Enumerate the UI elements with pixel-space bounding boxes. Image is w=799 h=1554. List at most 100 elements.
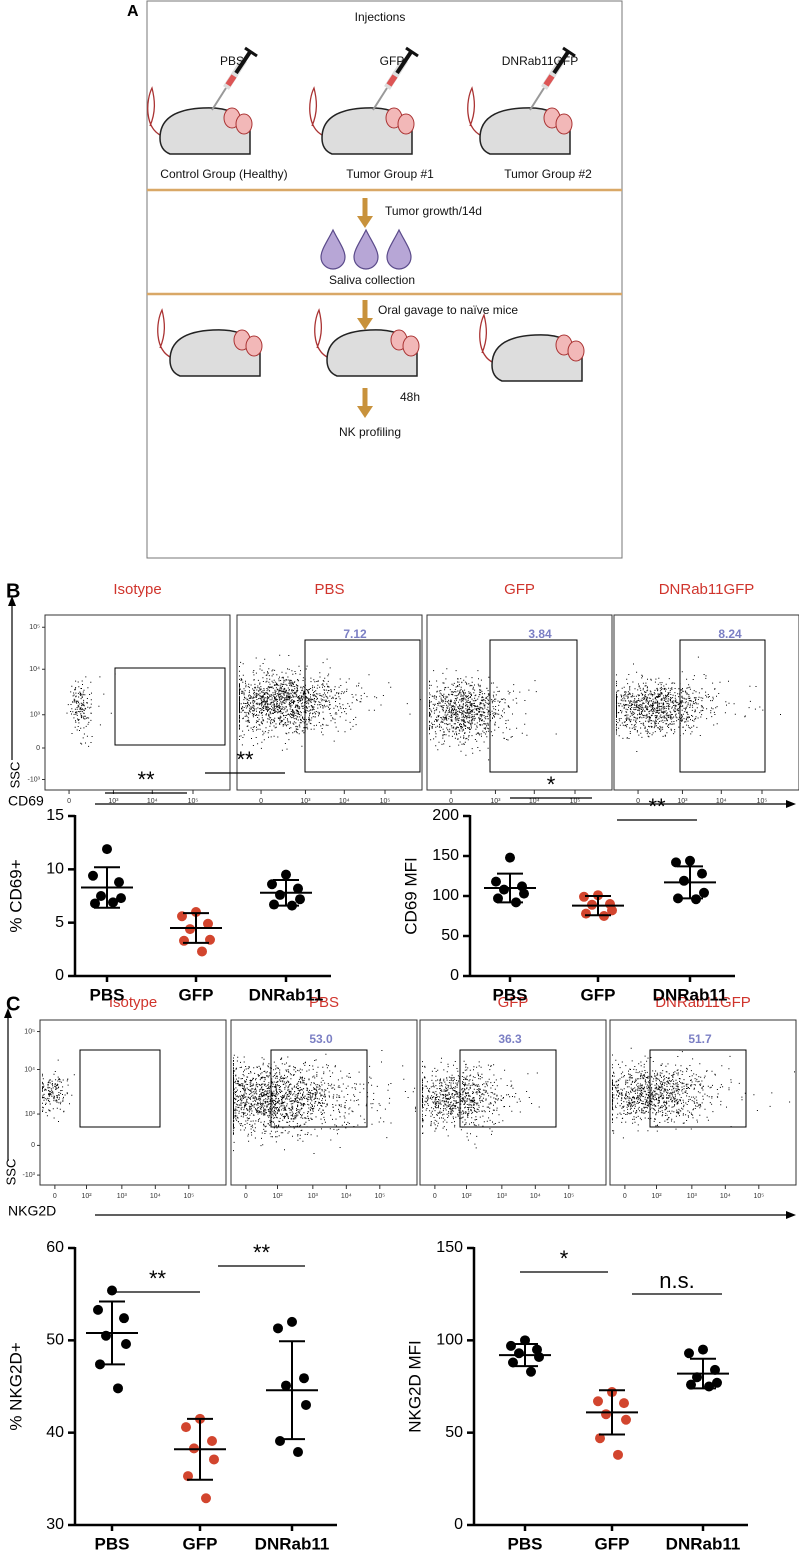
step-label: Oral gavage to naïve mice [378, 303, 518, 317]
data-point [113, 1383, 123, 1394]
data-point [281, 869, 291, 880]
data-point [619, 1398, 629, 1409]
saliva-drop [386, 229, 412, 270]
flow-x-tick-label: 10⁵ [757, 798, 768, 805]
x-tick-label: GFP [183, 1534, 218, 1553]
data-point [93, 1304, 103, 1315]
data-point [613, 1449, 623, 1460]
y-axis-label: % CD69+ [6, 859, 25, 932]
y-tick-label: 0 [454, 1516, 463, 1533]
data-point [506, 1340, 516, 1351]
arrow [357, 388, 373, 418]
saliva-drop [320, 229, 346, 270]
flow-x-tick-label: 10³ [108, 798, 119, 805]
arrow [357, 198, 373, 228]
flow-y-tick-label: 10³ [25, 1111, 36, 1118]
data-point [685, 855, 695, 866]
sample-title: GFP [504, 581, 535, 598]
y-tick-label: 15 [46, 807, 64, 824]
flow-x-tick-label: 10³ [300, 798, 311, 805]
flow-y-label: SSC [3, 1159, 18, 1186]
y-tick-label: 200 [432, 807, 459, 824]
flow-y-tick-label: 10³ [30, 712, 41, 719]
x-tick-label: DNRab11 [249, 985, 324, 1004]
flow-plot-frame [609, 1019, 797, 1186]
flow-x-tick-label: 10⁴ [339, 798, 350, 805]
data-point [299, 1373, 309, 1384]
data-point [269, 899, 279, 910]
flow-y-tick-label: 0 [36, 745, 40, 752]
event-cloud [616, 656, 781, 752]
saliva-drop [353, 229, 379, 270]
gate [649, 1049, 747, 1128]
gate-percent: 36.3 [498, 1032, 522, 1046]
flow-x-tick-label: 0 [67, 798, 71, 805]
significance-label: ** [236, 747, 254, 772]
group-label: Tumor Group #2 [504, 167, 592, 181]
flow-x-tick-label: 0 [623, 1193, 627, 1200]
gate [679, 639, 766, 773]
data-point [301, 1399, 311, 1410]
sample-title: DNRab11GFP [655, 994, 751, 1011]
arrow-head [4, 1008, 12, 1018]
significance-label: ** [253, 1240, 271, 1265]
y-tick-label: 5 [55, 914, 64, 931]
data-point [293, 1447, 303, 1458]
flow-x-tick-label: 10³ [490, 798, 501, 805]
y-axis-label: NKG2D MFI [405, 1340, 424, 1433]
flow-x-tick-label: 10³ [497, 1193, 508, 1200]
mouse [308, 87, 415, 155]
y-tick-label: 60 [46, 1239, 64, 1256]
gate [114, 667, 226, 746]
x-tick-label: GFP [595, 1534, 630, 1553]
flow-plot-frame [39, 1019, 227, 1186]
data-point [534, 1351, 544, 1362]
y-axis-label: % NKG2D+ [6, 1342, 25, 1430]
data-point [698, 1344, 708, 1355]
mouse [466, 87, 573, 155]
flow-x-tick-label: 10² [651, 1193, 662, 1200]
flow-x-tick-label: 10⁵ [570, 798, 581, 805]
flow-x-tick-label: 10⁵ [188, 798, 199, 805]
flow-y-tick-label: -10³ [28, 776, 41, 783]
flow-x-tick-label: 10³ [677, 798, 688, 805]
data-point [287, 1316, 297, 1327]
step-label: NK profiling [339, 425, 401, 439]
data-point [267, 879, 277, 890]
data-point [519, 888, 529, 899]
flow-x-tick-label: 10⁵ [374, 1193, 385, 1200]
data-point [191, 907, 201, 917]
mouse [156, 309, 263, 377]
arrow-head [786, 800, 796, 808]
flow-x-tick-label: 10² [461, 1193, 472, 1200]
group-label: Tumor Group #1 [346, 167, 434, 181]
flow-y-tick-label: 10⁵ [29, 624, 40, 631]
flow-x-tick-label: 10⁴ [529, 798, 540, 805]
data-point [209, 1454, 219, 1465]
y-tick-label: 150 [432, 847, 459, 864]
y-tick-label: 40 [46, 1424, 64, 1441]
data-point [281, 1380, 291, 1391]
arrow-head [8, 596, 16, 606]
y-tick-label: 0 [55, 967, 64, 984]
flow-y-tick-label: 0 [31, 1142, 35, 1149]
x-tick-label: PBS [95, 1534, 130, 1553]
gate-percent: 51.7 [688, 1032, 712, 1046]
sample-title: DNRab11GFP [659, 581, 755, 598]
data-point [520, 1335, 530, 1346]
data-point [181, 1422, 191, 1433]
flow-x-tick-label: 10⁴ [530, 1193, 541, 1200]
flow-x-tick-label: 0 [259, 798, 263, 805]
flow-y-tick-label: -10³ [23, 1172, 36, 1179]
flow-x-label: CD69 [8, 793, 44, 809]
panel-label: B [6, 580, 20, 602]
flow-x-tick-label: 10⁴ [720, 1193, 731, 1200]
event-cloud [612, 1047, 795, 1139]
significance-label: ** [648, 794, 666, 819]
data-point [692, 1372, 702, 1383]
flow-plot-frame [426, 614, 613, 791]
data-point [508, 1357, 518, 1368]
sample-title: PBS [314, 581, 344, 598]
